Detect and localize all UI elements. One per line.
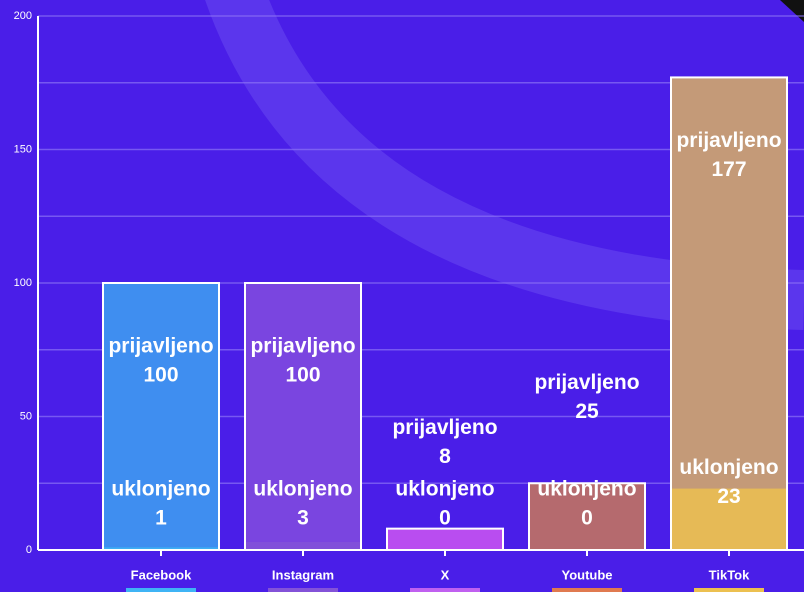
- data-label: 3: [297, 507, 309, 530]
- data-label-name: prijavljeno: [676, 129, 781, 152]
- y-tick-label: 0: [26, 544, 32, 556]
- x-tick-label: X: [441, 567, 450, 582]
- legend-swatch: [694, 588, 764, 592]
- y-tick-label: 200: [14, 10, 32, 22]
- legend-swatch: [268, 588, 338, 592]
- x-tick-label: TikTok: [709, 567, 750, 582]
- data-label: 0: [439, 507, 451, 530]
- y-tick-label: 150: [14, 143, 32, 155]
- bar: [102, 282, 220, 551]
- data-label: 23: [717, 485, 740, 508]
- x-tick-label: Instagram: [272, 567, 334, 582]
- y-tick-label: 50: [20, 410, 32, 422]
- data-label: 1: [155, 507, 167, 530]
- bar: [670, 76, 788, 551]
- bar: [246, 541, 360, 550]
- x-tick-label: Youtube: [561, 567, 612, 582]
- data-label-name: uklonjeno: [537, 478, 636, 501]
- legend-swatch: [410, 588, 480, 592]
- bar: [672, 488, 786, 550]
- data-label-name: uklonjeno: [111, 478, 210, 501]
- legend-swatch: [552, 588, 622, 592]
- data-label-name: uklonjeno: [253, 478, 352, 501]
- data-label-name: prijavljeno: [534, 371, 639, 394]
- data-label-name: prijavljeno: [392, 416, 497, 439]
- data-label: 25: [575, 400, 599, 423]
- legend-swatch: [126, 588, 196, 592]
- data-label: 8: [439, 445, 451, 468]
- data-label-name: uklonjeno: [679, 456, 778, 479]
- data-label: 177: [711, 158, 746, 181]
- data-label: 100: [143, 364, 178, 387]
- y-tick-label: 100: [14, 277, 32, 289]
- data-label-name: prijavljeno: [108, 335, 213, 358]
- x-tick-label: Facebook: [131, 567, 192, 582]
- data-label: 0: [581, 507, 593, 530]
- bar: [244, 282, 362, 551]
- data-label-name: prijavljeno: [250, 335, 355, 358]
- bar: [386, 527, 504, 552]
- data-label-name: uklonjeno: [395, 478, 494, 501]
- bar: [104, 547, 218, 550]
- data-label: 100: [285, 364, 320, 387]
